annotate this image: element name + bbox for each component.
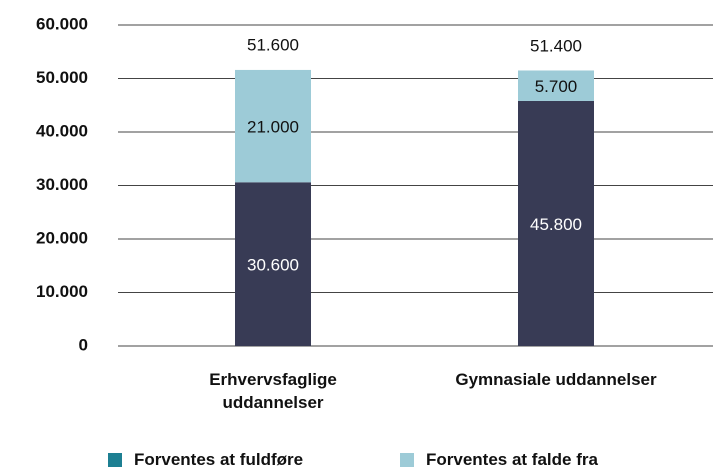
- y-tick-label: 60.000: [36, 14, 88, 33]
- y-tick-label: 50.000: [36, 68, 88, 87]
- y-tick-label: 20.000: [36, 228, 88, 247]
- y-tick-label: 10.000: [36, 282, 88, 301]
- legend-label: Forventes at fuldføre: [134, 450, 304, 468]
- value-label: 30.600: [247, 256, 299, 275]
- total-label: 51.400: [530, 36, 582, 55]
- legend-item: Forventes at falde fra: [400, 450, 598, 468]
- bar-segment: [235, 182, 311, 346]
- value-label: 5.700: [535, 77, 578, 96]
- legend-item: Forventes at fuldføre: [108, 450, 303, 468]
- x-tick-label: Gymnasiale uddannelser: [455, 370, 657, 389]
- bar-segment: [518, 70, 594, 101]
- value-label: 45.800: [530, 215, 582, 234]
- x-tick-label: Erhvervsfaglige uddannelser: [209, 370, 337, 412]
- y-tick-label: 40.000: [36, 121, 88, 140]
- total-label: 51.600: [247, 35, 299, 54]
- y-tick-label: 30.000: [36, 175, 88, 194]
- value-label: 21.000: [247, 118, 299, 137]
- legend-swatch: [108, 453, 122, 467]
- y-tick-label: 0: [79, 335, 88, 354]
- bar-segment: [518, 100, 594, 346]
- legend-swatch: [400, 453, 414, 467]
- legend-label: Forventes at falde fra: [426, 450, 598, 468]
- bar-segment: [235, 69, 311, 183]
